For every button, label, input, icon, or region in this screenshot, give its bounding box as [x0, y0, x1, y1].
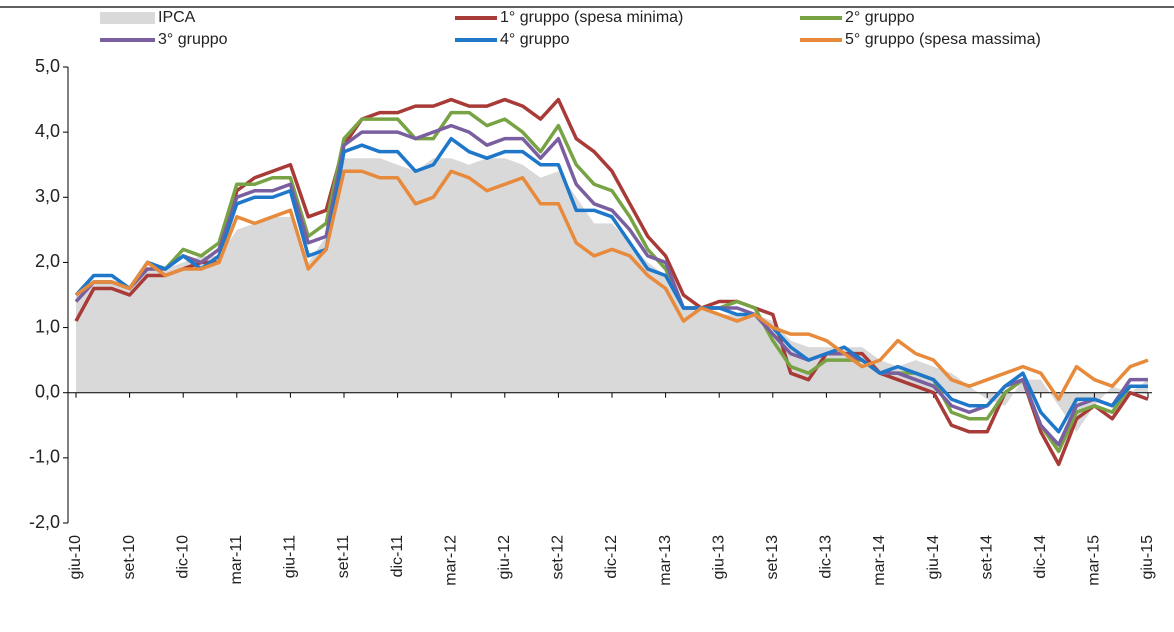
x-tick-label: dic-13 [818, 535, 835, 579]
x-tick-label: set-11 [335, 535, 352, 578]
x-tick-label: dic-14 [1032, 535, 1049, 579]
x-tick-label: giu-15 [1139, 535, 1156, 580]
y-tick-label: 4,0 [35, 121, 60, 141]
line [74, 136, 1148, 434]
x-tick-label: giu-14 [925, 535, 942, 580]
x-tick-label: dic-12 [603, 535, 620, 579]
line [74, 97, 1149, 467]
x-tick-label: giu-13 [710, 535, 727, 580]
y-tick-label: 5,0 [35, 56, 60, 76]
legend-label: 2° gruppo [845, 9, 915, 26]
y-tick-label: 1,0 [35, 316, 60, 336]
legend-label: 5° gruppo (spesa massima) [845, 31, 1041, 48]
x-tick-label: dic-11 [389, 535, 406, 577]
line [74, 169, 1149, 401]
x-tick-label: mar-12 [442, 535, 459, 586]
y-tick-label: 3,0 [35, 186, 60, 206]
x-tick-label: giu-11 [282, 535, 299, 578]
x-tick-label: set-12 [550, 535, 567, 580]
x-tick-label: set-14 [978, 535, 995, 580]
legend-label: 1° gruppo (spesa minima) [500, 9, 683, 26]
x-tick-label: dic-10 [174, 535, 191, 579]
x-tick-label: mar-11 [228, 535, 245, 585]
y-tick-label: -1,0 [29, 447, 60, 467]
y-tick-label: 2,0 [35, 251, 60, 271]
x-tick-label: mar-13 [657, 535, 674, 586]
x-tick-label: giu-10 [67, 535, 84, 580]
line [74, 123, 1148, 447]
y-tick-label: -2,0 [29, 512, 60, 532]
area [76, 158, 1148, 432]
y-tick-label: 0,0 [35, 381, 60, 401]
legend-label: IPCA [158, 9, 196, 26]
x-tick-label: set-10 [121, 535, 138, 580]
x-tick-label: mar-15 [1086, 535, 1103, 586]
x-tick-label: set-13 [764, 535, 781, 580]
legend-label: 4° gruppo [500, 31, 570, 48]
legend-swatch [100, 12, 155, 24]
legend-label: 3° gruppo [158, 31, 228, 48]
x-tick-label: giu-12 [496, 535, 513, 580]
x-tick-label: mar-14 [871, 535, 888, 586]
line [74, 110, 1148, 454]
